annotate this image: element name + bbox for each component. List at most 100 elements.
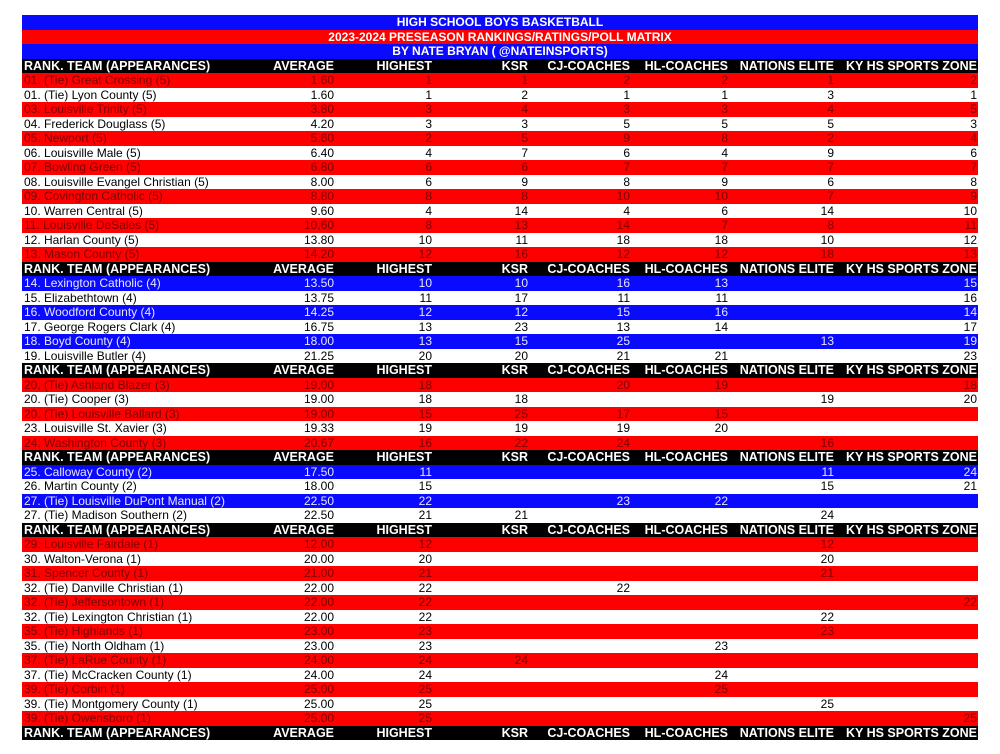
rank-value: 23: [963, 348, 977, 363]
column-header: CJ-COACHES: [547, 261, 630, 276]
column-header: AVERAGE: [273, 725, 334, 740]
column-header: HIGHEST: [376, 450, 432, 464]
rank-value: 3: [721, 102, 728, 116]
rank-value: 2: [827, 131, 834, 145]
rank-value: 6: [425, 174, 432, 189]
rank-value: 13: [963, 247, 977, 261]
team-name: 32. (Tie) Danville Christian (1): [24, 580, 183, 595]
team-row: 24. Washington County (3) 20.67 16 22 24 16: [22, 435, 978, 450]
column-header: KY HS SPORTS ZONE: [845, 261, 977, 276]
team-name: 16. Woodford County (4): [24, 305, 156, 319]
rank-value: 7: [721, 218, 728, 232]
rank-value: 25: [418, 711, 432, 725]
team-row: 08. Louisville Evangel Christian (5) 8.00…: [22, 174, 978, 189]
rank-value: 18.00: [303, 479, 334, 493]
rank-value: 11: [419, 464, 432, 479]
team-row: 01. (Tie) Great Crossing (5) 1.60 1 1 2 2 1 2: [22, 73, 978, 88]
rank-value: 25: [418, 682, 432, 696]
rank-value: 15: [418, 479, 432, 493]
team-row: 39. (Tie) Owensboro (1) 25.00 25 25: [22, 711, 978, 726]
team-name: 09. Covington Catholic (5): [24, 189, 163, 203]
rank-value: 1: [827, 73, 834, 87]
column-header: CJ-COACHES: [547, 363, 630, 377]
rank-value: 5: [970, 102, 977, 116]
rank-value: 10: [418, 276, 432, 290]
rank-value: 22.00: [303, 580, 334, 595]
rank-value: 12: [418, 247, 432, 261]
rank-value: 9: [521, 174, 528, 189]
rank-value: 1: [970, 87, 977, 102]
team-name: 14. Lexington Catholic (4): [24, 276, 161, 290]
rank-value: 24: [616, 435, 630, 450]
rank-value: 19: [418, 421, 432, 435]
team-row: 20. (Tie) Cooper (3) 19.00 18 18 19 20: [22, 392, 978, 407]
team-name: 39. (Tie) Owensboro (1): [24, 711, 151, 725]
title-row: BY NATE BRYAN ( @NATEINSPORTS): [22, 44, 978, 59]
rank-value: 7: [827, 189, 834, 203]
rank-value: 5.60: [310, 131, 334, 145]
rank-value: 14: [963, 305, 977, 319]
team-name: 13. Mason County (5): [24, 247, 140, 261]
team-row: 07. Bowling Green (5) 6.80 6 6 7 7 7 7: [22, 160, 978, 175]
rank-value: 13.80: [303, 232, 334, 247]
rank-value: 7: [521, 145, 528, 160]
rank-value: 9: [721, 174, 728, 189]
column-header: AVERAGE: [273, 450, 334, 464]
rank-value: 19.00: [303, 377, 334, 392]
rank-value: 11: [419, 290, 432, 305]
rank-value: 4: [827, 102, 834, 116]
rank-value: 4: [521, 102, 528, 116]
rank-value: 21: [820, 566, 834, 580]
team-row: 26. Martin County (2) 18.00 15 15 21: [22, 479, 978, 494]
rank-value: 3: [425, 116, 432, 131]
rank-value: 22: [418, 595, 432, 609]
team-name: 32. (Tie) Lexington Christian (1): [24, 609, 193, 624]
rank-value: 20.67: [303, 435, 334, 450]
rank-value: 13: [514, 218, 528, 232]
rank-value: 8: [521, 189, 528, 203]
column-header: HL-COACHES: [644, 725, 728, 740]
team-row: 13. Mason County (5) 14.20 12 16 12 12 18 13: [22, 247, 978, 262]
rank-value: 2: [521, 87, 528, 102]
rank-value: 21.00: [303, 566, 334, 580]
rank-value: 25: [418, 696, 432, 711]
header-row: RANK. TEAM (APPEARANCES) AVERAGE HIGHEST KS…: [22, 522, 978, 537]
team-row: 17. George Rogers Clark (4) 16.75 13 23 13 14…: [22, 319, 978, 334]
rank-value: 18: [714, 232, 728, 247]
rank-value: 20: [418, 348, 432, 363]
rank-value: 16: [963, 290, 977, 305]
header-row: RANK. TEAM (APPEARANCES) AVERAGE HIGHEST KS…: [22, 725, 978, 740]
team-row: 12. Harlan County (5) 13.80 10 11 18 18 10 12: [22, 232, 978, 247]
column-header: KY HS SPORTS ZONE: [845, 363, 977, 377]
column-header: KSR: [501, 450, 528, 464]
rank-value: 22: [963, 595, 977, 609]
rank-value: 22: [616, 580, 630, 595]
rank-value: 15: [963, 276, 977, 290]
rank-value: 1: [425, 73, 432, 87]
rank-value: 24: [514, 653, 528, 667]
rank-value: 12: [514, 305, 528, 319]
rank-value: 18.00: [303, 334, 334, 348]
team-row: 27. (Tie) Madison Southern (2) 22.50 21 21 2…: [22, 508, 978, 523]
column-header: KSR: [501, 261, 528, 276]
rank-value: 10: [963, 203, 977, 218]
team-name: 27. (Tie) Madison Southern (2): [24, 508, 187, 522]
team-row: 31. Spencer County (1) 21.00 21 21: [22, 566, 978, 581]
rank-value: 3: [623, 102, 630, 116]
team-row: 06. Louisville Male (5) 6.40 4 7 6 4 9 6: [22, 145, 978, 160]
rank-value: 1: [623, 87, 630, 102]
rank-value: 1.60: [310, 87, 334, 102]
rank-value: 22: [418, 580, 432, 595]
column-header: HL-COACHES: [644, 363, 728, 377]
rank-value: 13: [714, 276, 728, 290]
rank-value: 18: [418, 377, 432, 392]
column-header: AVERAGE: [273, 261, 334, 276]
rank-value: 24: [418, 653, 432, 667]
rank-value: 4: [425, 203, 432, 218]
team-name: 20. (Tie) Ashland Blazer (3): [24, 377, 170, 392]
team-row: 35. (Tie) North Oldham (1) 23.00 23 23: [22, 638, 978, 653]
column-header: KY HS SPORTS ZONE: [845, 450, 977, 464]
rank-value: 24: [418, 667, 432, 682]
rank-value: 23.00: [303, 638, 334, 653]
